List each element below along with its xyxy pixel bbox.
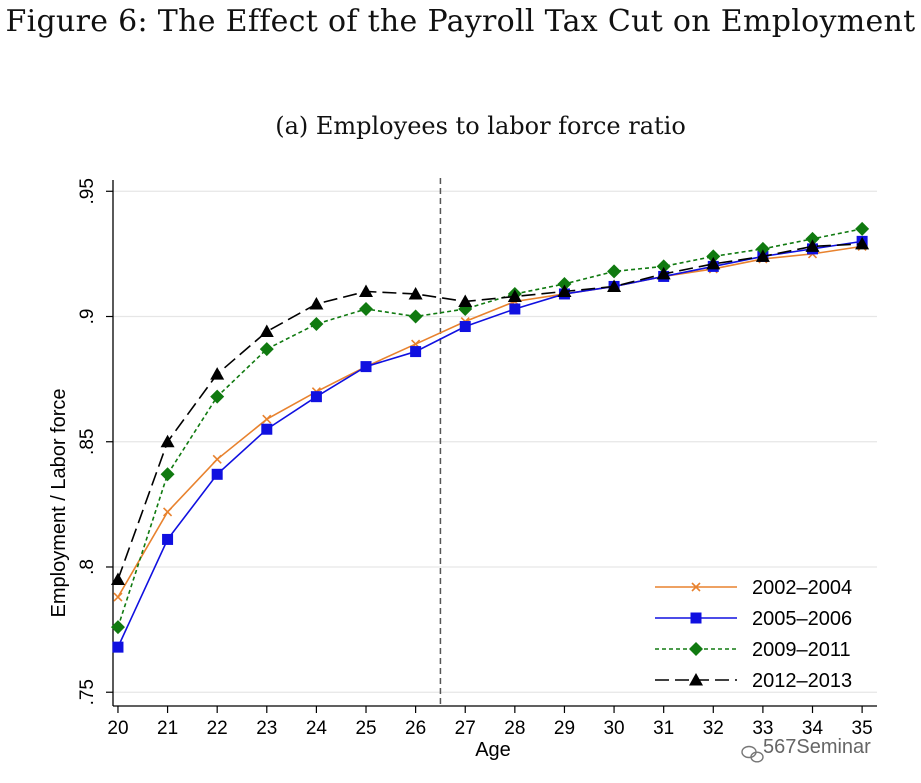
marker-triangle [755,249,770,262]
x-tick-label: 34 [802,718,824,739]
x-tick-label: 28 [504,718,525,739]
legend: 2002–2004 2005–2006 2009–2011 2012–2013 [655,577,852,692]
series-2012–2013 [110,236,870,586]
marker-triangle [507,289,522,302]
marker-square [360,361,372,373]
series-line [117,240,863,648]
marker-x [262,414,272,424]
y-tick-label: .95 [77,178,98,204]
marker-x [163,507,173,517]
marker-triangle [160,434,175,448]
x-tick-label: 30 [603,718,624,739]
y-tick-label: .8 [77,559,98,575]
series-2009–2011 [110,221,870,635]
marker-diamond [855,221,870,236]
watermark: 567Seminar [741,736,871,763]
marker-triangle [557,284,572,297]
marker-triangle [458,294,473,307]
y-axis-label: Employment / Labor force [48,389,70,618]
series-2002–2004 [113,241,867,602]
marker-square [410,346,422,358]
x-tick-label: 27 [455,718,476,739]
axes-layer: .75 .8 .85 .9 .95 20 21 22 23 24 25 26 27 28 29 30 31 32 3… [77,178,877,739]
marker-triangle [110,572,125,586]
marker-triangle [689,673,703,686]
watermark-text: 567Seminar [763,736,871,758]
marker-square [310,391,322,403]
marker-triangle [259,324,274,338]
marker-diamond [656,259,671,274]
series-line [117,245,863,598]
x-tick-label: 29 [554,718,575,739]
marker-diamond [706,249,721,264]
x-tick-label: 32 [703,718,724,739]
marker-triangle [607,279,622,292]
grid-layer [113,190,877,693]
x-axis-label: Age [475,739,511,761]
marker-triangle [309,296,324,310]
legend-item: 2012–2013 [655,670,852,692]
marker-diamond [607,264,622,279]
chart-title: (a) Employees to labor force ratio [275,112,686,140]
series-layer [110,221,870,653]
legend-label: 2002–2004 [752,577,852,599]
marker-diamond [210,389,225,404]
marker-triangle [408,286,423,300]
marker-square [459,321,471,333]
marker-square [509,303,521,315]
marker-square [690,612,702,624]
marker-diamond [408,309,423,324]
marker-diamond [359,301,374,316]
marker-square [112,641,124,653]
marker-square [162,533,174,545]
marker-diamond [160,467,175,482]
marker-square [211,468,223,480]
marker-diamond [805,231,820,246]
x-tick-label: 26 [405,718,426,739]
marker-x [212,454,222,464]
marker-triangle [359,284,374,297]
series-line [117,228,863,628]
marker-triangle [210,367,225,380]
x-tick-label: 24 [306,718,328,739]
figure-title: Figure 6: The Effect of the Payroll Tax … [5,4,916,39]
x-tick-label: 25 [355,718,376,739]
x-tick-label: 22 [207,718,228,739]
marker-triangle [855,236,870,250]
y-tick-label: .75 [77,679,98,705]
x-tick-label: 23 [256,718,277,739]
marker-diamond [689,642,703,656]
marker-diamond [557,276,572,291]
x-tick-label: 35 [852,718,873,739]
legend-label: 2005–2006 [752,608,852,630]
legend-label: 2012–2013 [752,670,852,692]
marker-x [113,592,123,602]
legend-item: 2005–2006 [655,608,852,630]
marker-square [261,423,273,435]
x-tick-label: 20 [107,718,128,739]
x-tick-label: 31 [653,718,674,739]
x-tick-label: 33 [752,718,773,739]
marker-triangle [706,256,721,270]
y-tick-label: .9 [77,309,98,325]
y-tick-label: .85 [77,429,98,455]
marker-diamond [755,241,770,256]
marker-x [691,582,701,592]
wechat-icon [741,745,764,763]
marker-diamond [309,317,324,332]
marker-diamond [110,620,125,635]
series-line [117,243,863,580]
x-tick-label: 21 [157,718,178,739]
marker-triangle [656,266,671,280]
marker-triangle [805,239,820,252]
legend-label: 2009–2011 [752,639,851,661]
legend-item: 2002–2004 [655,577,852,599]
legend-item: 2009–2011 [655,639,851,661]
marker-diamond [259,342,274,357]
